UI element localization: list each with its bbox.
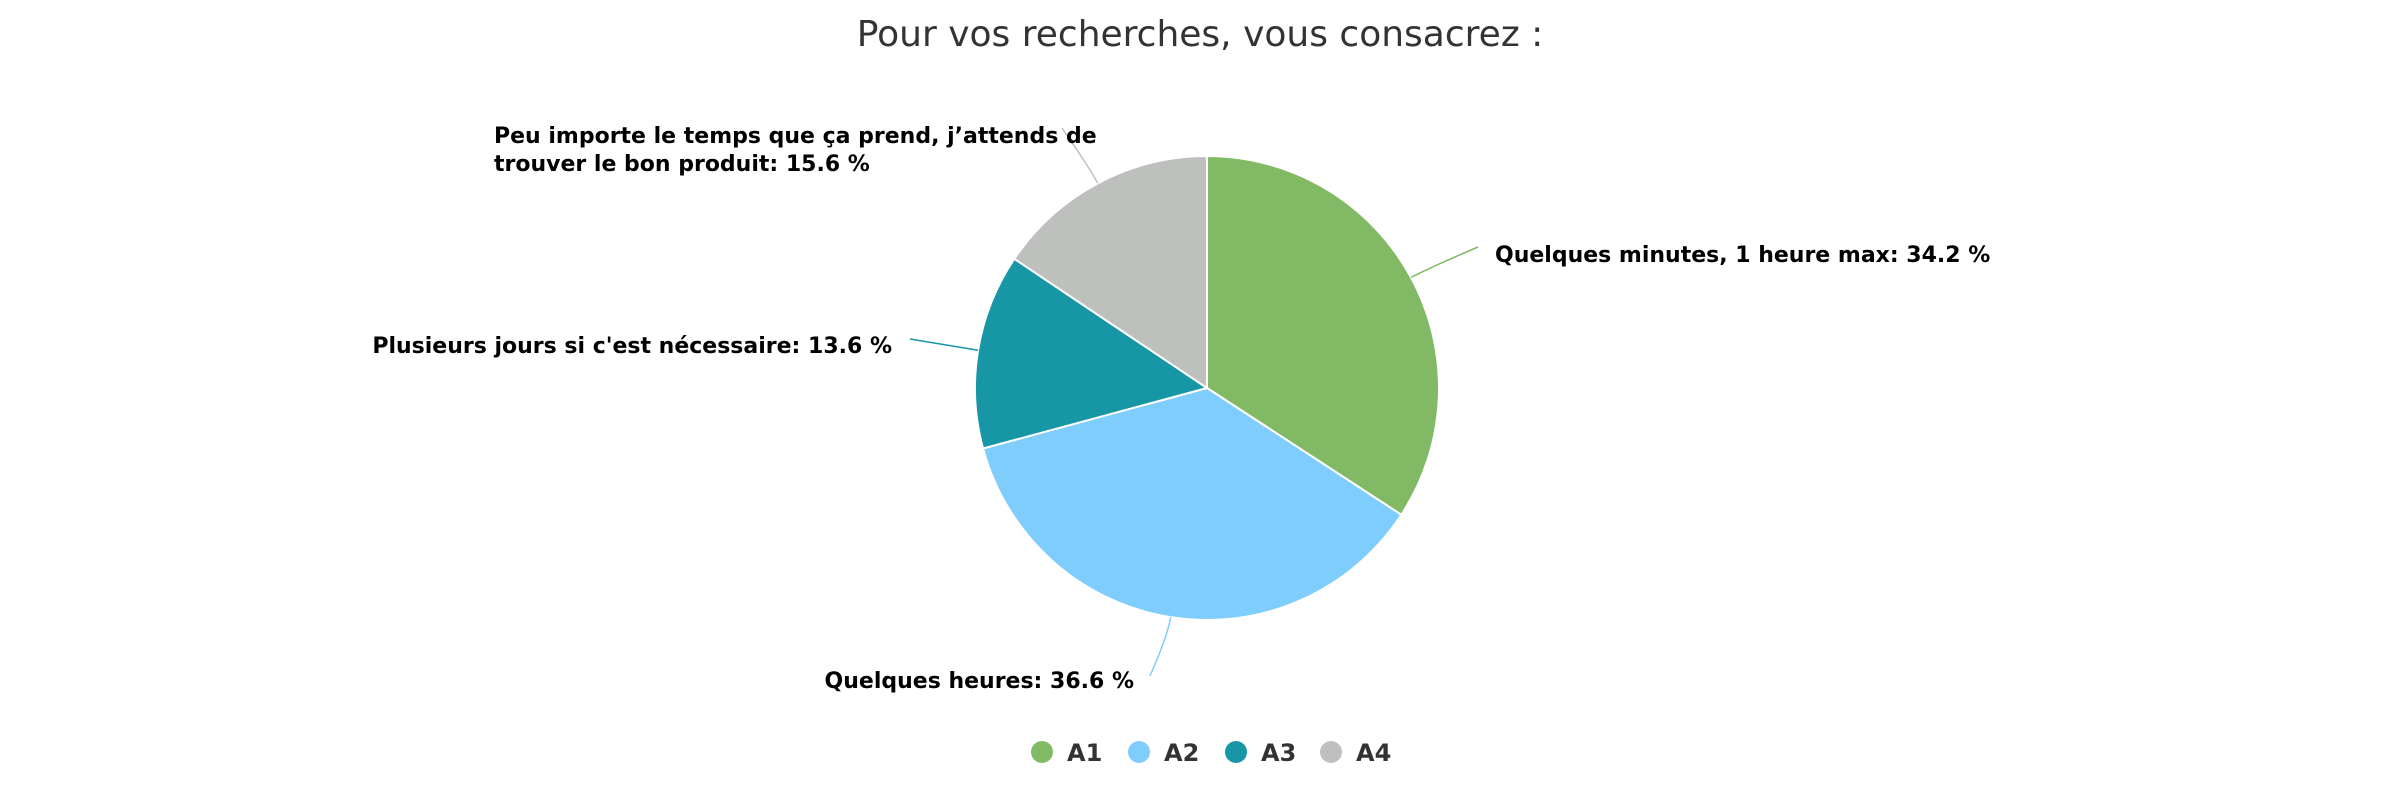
legend-marker-a1[interactable] xyxy=(1031,741,1053,763)
legend: A1 A2 A3 A4 xyxy=(1031,739,1391,767)
slice-labels: Quelques minutes, 1 heure max: 34.2 % Que… xyxy=(372,124,1990,694)
leader-line-a1 xyxy=(1410,246,1479,279)
legend-label-a3[interactable]: A3 xyxy=(1261,739,1296,767)
pie-slice-a2[interactable] xyxy=(981,386,1403,621)
legend-label-a2[interactable]: A2 xyxy=(1164,739,1199,767)
slice-label-line: Plusieurs jours si c'est nécessaire: 13.… xyxy=(372,334,892,359)
chart-title: Pour vos recherches, vous consacrez : xyxy=(857,14,1544,55)
legend-marker-a4[interactable] xyxy=(1320,741,1342,763)
legend-label-a4[interactable]: A4 xyxy=(1356,739,1391,767)
legend-label-a1[interactable]: A1 xyxy=(1067,739,1102,767)
label-leader-lines xyxy=(909,127,1479,677)
slice-label-a3: Plusieurs jours si c'est nécessaire: 13.… xyxy=(372,334,892,359)
leader-line-a4 xyxy=(1061,127,1099,184)
slice-label-line: Peu importe le temps que ça prend, j’att… xyxy=(494,124,1097,149)
legend-marker-a3[interactable] xyxy=(1225,741,1247,763)
legend-marker-a2[interactable] xyxy=(1128,741,1150,763)
pie-slices xyxy=(974,154,1440,621)
slice-label-line: trouver le bon produit: 15.6 % xyxy=(494,152,870,177)
slice-label-a2: Quelques heures: 36.6 % xyxy=(825,669,1134,694)
slice-label-a4: Peu importe le temps que ça prend, j’att… xyxy=(494,124,1097,177)
slice-label-line: Quelques heures: 36.6 % xyxy=(825,669,1134,694)
leader-line-a3 xyxy=(909,338,979,352)
slice-label-line: Quelques minutes, 1 heure max: 34.2 % xyxy=(1495,243,1990,268)
leader-line-a2 xyxy=(1149,617,1172,677)
slice-label-a1: Quelques minutes, 1 heure max: 34.2 % xyxy=(1495,243,1990,268)
